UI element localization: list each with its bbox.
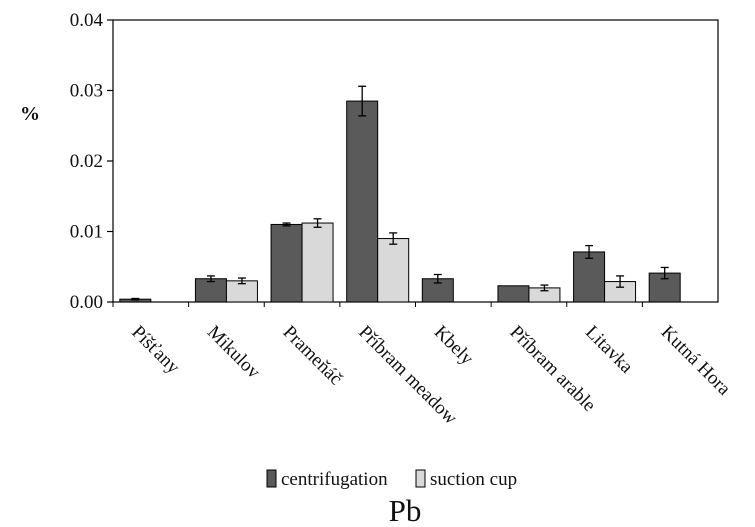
bar-centrifugation (270, 223, 303, 303)
x-tick-label: Kutná Hora (657, 322, 735, 400)
legend-label-centrifugation: centrifugation (281, 469, 388, 490)
y-tick-label: 0.04 (70, 10, 104, 31)
y-tick-label: 0.03 (70, 81, 103, 102)
legend-swatch-centrifugation (266, 469, 277, 488)
x-tick-label: Kbely (430, 322, 478, 370)
bar-centrifugation (573, 251, 606, 303)
bar-suction-cup (377, 238, 410, 303)
y-tick-label: 0.00 (70, 292, 103, 313)
x-tick-label: Prameňáč (279, 322, 347, 390)
legend: centrifugation suction cup (266, 469, 517, 490)
plot-frame (112, 19, 719, 303)
bar-centrifugation (346, 100, 379, 303)
x-tick-label: Mikulov (203, 322, 264, 383)
legend-swatch-suction-cup (415, 469, 426, 488)
bar-centrifugation (497, 285, 530, 303)
x-tick-label: Litavka (581, 322, 637, 378)
y-tick-label: 0.02 (70, 151, 103, 172)
bar-suction-cup (301, 222, 334, 303)
chart-title: Pb (389, 493, 422, 527)
y-tick-label: 0.01 (70, 222, 103, 243)
y-axis-label: % (20, 103, 40, 125)
x-tick-label: Píšťany (127, 322, 184, 379)
plot-area: 0.00 0.01 0.02 0.03 0.04 Píšťany Mikulov Prameň… (70, 10, 735, 429)
bar-centrifugation (194, 278, 227, 303)
legend-label-suction-cup: suction cup (430, 469, 517, 490)
